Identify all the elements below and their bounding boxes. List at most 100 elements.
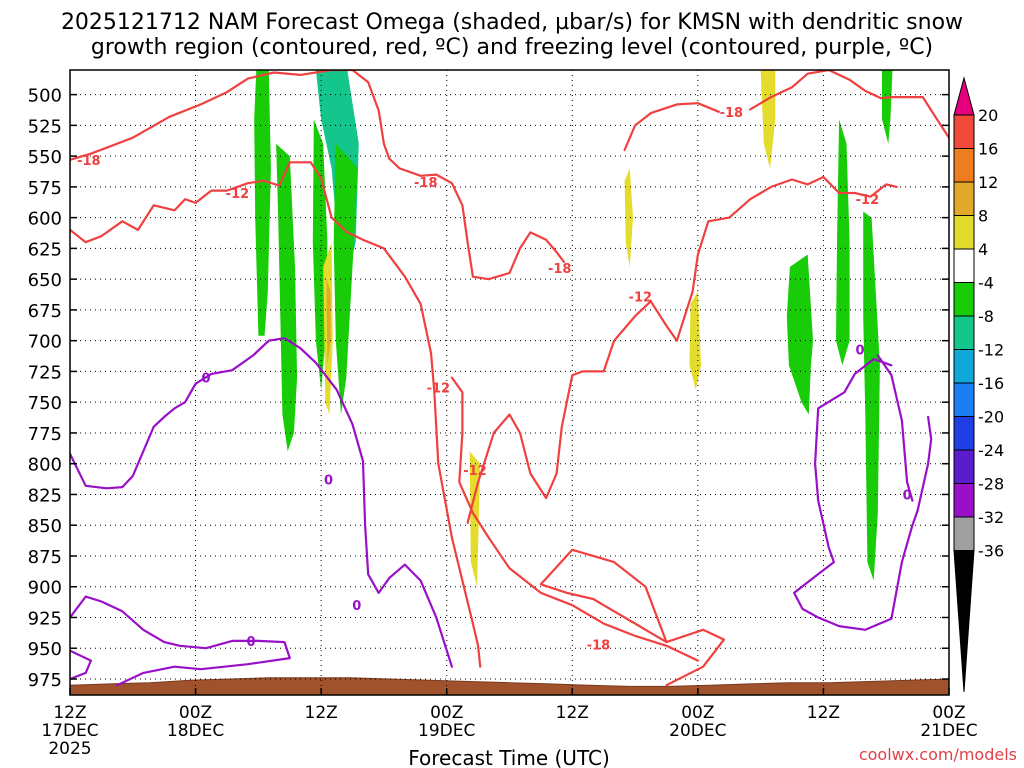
omega-fill-region — [786, 254, 813, 415]
omega-fill-region — [863, 211, 880, 581]
contour-label: -12 — [463, 464, 487, 479]
x-tick-label: 00Z — [179, 703, 212, 723]
y-axis: 500 525 550 575 600 625 650 675 700 725 750 775 800 8… — [28, 86, 949, 691]
colorbar-swatch — [953, 315, 975, 350]
omega-shading — [254, 70, 893, 587]
x-axis-label: Forecast Time (UTC) — [408, 746, 610, 768]
y-tick-label: 600 — [28, 209, 62, 230]
dgz-contour — [450, 376, 700, 662]
credit-text: coolwx.com/models — [859, 745, 1017, 764]
colorbar-label: -36 — [978, 542, 1004, 561]
terrain-fill — [69, 677, 950, 696]
dgz-contour — [623, 102, 720, 152]
omega-fill-region — [326, 279, 331, 366]
colorbar-swatch — [953, 114, 975, 149]
omega-fill-region — [276, 143, 298, 452]
y-tick-label: 525 — [28, 116, 62, 137]
colorbar-swatch — [953, 483, 975, 518]
x-tick-label: 12Z — [305, 703, 338, 723]
y-tick-label: 725 — [28, 362, 62, 383]
omega-fill-region — [836, 119, 850, 366]
y-tick-label: 825 — [28, 485, 62, 506]
x-tick-year: 2025 — [48, 739, 91, 759]
y-tick-label: 575 — [28, 178, 62, 199]
dgz-contour — [649, 175, 898, 342]
y-tick-label: 750 — [28, 393, 62, 414]
contour-label: 0 — [247, 635, 256, 650]
x-tick-date: 18DEC — [167, 721, 224, 741]
colorbar-label: -8 — [978, 307, 994, 326]
y-tick-label: 700 — [28, 332, 62, 353]
dgz-contour — [70, 70, 566, 281]
dgz-contour — [749, 70, 949, 142]
colorbar-swatch — [953, 416, 975, 451]
colorbar-label: -12 — [978, 341, 1004, 360]
colorbar-swatch — [953, 181, 975, 216]
freezing-level-contour — [70, 337, 453, 668]
y-tick-label: 875 — [28, 547, 62, 568]
dgz-contour — [70, 161, 482, 668]
colorbar-swatch — [953, 148, 975, 183]
y-tick-label: 675 — [28, 301, 62, 322]
freezing-level-contour — [70, 595, 291, 687]
omega-fill-region — [760, 70, 776, 169]
colorbar-swatch — [953, 449, 975, 484]
contour-label: -18 — [720, 106, 744, 121]
x-tick-date: 17DEC — [41, 721, 98, 741]
dgz-contour — [539, 548, 668, 644]
y-tick-label: 950 — [28, 639, 62, 660]
dgz-contour — [466, 300, 652, 524]
colorbar-label: -24 — [978, 441, 1004, 460]
y-tick-label: 850 — [28, 516, 62, 537]
x-tick-label: 12Z — [556, 703, 589, 723]
contour-label: 0 — [856, 343, 865, 358]
colorbar-swatch — [953, 382, 975, 417]
colorbar-swatch — [953, 349, 975, 384]
x-tick-date: 19DEC — [418, 721, 475, 741]
contour-label: 0 — [352, 599, 361, 614]
contour-label: -18 — [77, 154, 101, 169]
x-tick-label: 00Z — [430, 703, 463, 723]
plot-frame — [69, 69, 950, 696]
freezing-level-contour — [70, 649, 93, 681]
omega-fill-region — [254, 70, 271, 336]
colorbar-label: 16 — [978, 140, 998, 159]
plot-area: -18 -12 -18 -18 -12 -18 -12 -12 -12 -18 0 0 0 0 0 0 — [69, 69, 950, 696]
colorbar-label: 4 — [978, 240, 988, 259]
x-tick-date: 21DEC — [920, 721, 977, 741]
y-tick-label: 775 — [28, 424, 62, 445]
colorbar-label: -20 — [978, 408, 1004, 427]
colorbar-bottom-arrow — [953, 550, 975, 693]
x-tick-date: 20DEC — [669, 721, 726, 741]
chart-title-line1: 2025121712 NAM Forecast Omega (shaded, µ… — [61, 10, 963, 35]
colorbar-label: -4 — [978, 274, 994, 293]
contour-labels: -18 -12 -18 -18 -12 -18 -12 -12 -12 -18 0 0 0 0 0 0 — [77, 106, 912, 654]
contour-label: -18 — [414, 176, 438, 191]
y-tick-label: 925 — [28, 608, 62, 629]
contour-label: -18 — [587, 639, 611, 654]
colorbar-label: -32 — [978, 508, 1004, 527]
colorbar-label: 8 — [978, 207, 988, 226]
x-tick-label: 00Z — [932, 703, 965, 723]
colorbar-label: -28 — [978, 475, 1004, 494]
colorbar: 20 16 12 8 4 -4 -8 -12 -16 -20 -24 -28 -32 -36 — [953, 76, 1004, 693]
y-tick-label: 975 — [28, 670, 62, 691]
colorbar-swatch — [953, 282, 975, 317]
y-tick-label: 500 — [28, 86, 62, 107]
contours — [70, 70, 949, 687]
contour-label: 0 — [903, 488, 912, 503]
x-tick-label: 12Z — [53, 703, 86, 723]
contour-label: -18 — [548, 262, 572, 277]
colorbar-swatch — [953, 215, 975, 250]
dgz-contour — [539, 583, 726, 687]
x-tick-label: 00Z — [681, 703, 714, 723]
x-tick-label: 12Z — [807, 703, 840, 723]
omega-fill-region — [624, 168, 633, 267]
colorbar-swatch — [953, 248, 975, 283]
terrain — [69, 677, 950, 696]
y-tick-label: 800 — [28, 455, 62, 476]
contour-label: 0 — [202, 372, 211, 387]
contour-label: -12 — [427, 381, 451, 396]
freezing-level-contour — [792, 358, 933, 631]
